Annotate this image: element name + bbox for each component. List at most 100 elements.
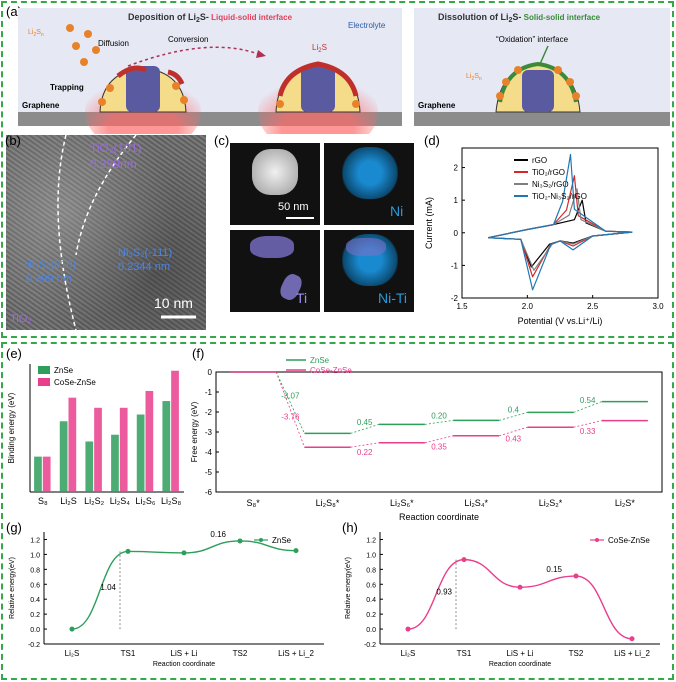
f-category-label: Li₂S*	[615, 498, 636, 508]
f-connector	[424, 435, 454, 444]
e-ylabel: Binding energy (eV)	[7, 392, 16, 463]
b-ni3s2-111: Ni₃S₂(-111)	[118, 247, 173, 259]
cv-xlabel: Potential (V vs.Li⁺/Li)	[518, 316, 603, 326]
g-chart: 1.2 1.0 0.8 0.6 0.4 0.2 0.0 -0.2 Relative energy…	[9, 530, 324, 668]
a-li2sn-right: Li2Sn	[466, 73, 482, 82]
cv-ytick-label: 2	[454, 164, 459, 173]
cv-legend-label: Ni₃S₂/rGO	[532, 180, 569, 189]
f-connector	[573, 401, 602, 413]
panel-a-label: (a)	[6, 4, 22, 19]
f-connector	[499, 426, 528, 437]
path-point	[293, 548, 299, 554]
path-ytick-label: 1.2	[30, 537, 40, 544]
cv-ytick-label: -1	[451, 261, 459, 270]
path-point	[405, 626, 411, 632]
c-niti-tile: Ni-Ti	[324, 230, 414, 312]
f-xlabel: Reaction coordinate	[399, 512, 479, 522]
a-electrolyte: Electrolyte	[348, 21, 386, 30]
panel-g-label: (g)	[6, 520, 22, 535]
bottom-panel-frame	[1, 342, 674, 680]
cv-legend-label: TiO₂-Ni₃S₂/rGO	[532, 192, 587, 201]
f-step-label: 0.54	[580, 396, 596, 405]
b-tio2-small: TiO₂	[10, 313, 32, 325]
f-connector	[424, 420, 454, 425]
path-ytick-label: -0.2	[28, 642, 40, 649]
cv-xtick-label: 1.5	[456, 302, 468, 311]
path-legend-label: ZnSe	[272, 536, 292, 545]
f-ytick-label: 0	[208, 368, 213, 377]
f-connector	[350, 442, 379, 448]
path-ytick-label: 1.0	[366, 552, 376, 559]
cv-ytick-label: 1	[454, 196, 459, 205]
f-category-label: Li₂S₂*	[539, 498, 563, 508]
path-xlabel: Reaction coordinate	[153, 661, 215, 668]
e-bar	[59, 421, 68, 492]
path-legend-marker	[595, 538, 599, 542]
path-ytick-label: 0.4	[30, 597, 40, 604]
f-ytick-label: -3	[205, 428, 213, 437]
f-step-label: 0.20	[431, 411, 447, 420]
f-legend-label: CoSe-ZnSe	[310, 366, 352, 375]
path-ytick-label: 0.6	[366, 582, 376, 589]
f-connector	[499, 412, 528, 421]
a-graphene-right: Graphene	[418, 101, 456, 110]
f-category-label: Li₂S₈*	[316, 498, 340, 508]
f-ytick-label: -1	[205, 388, 213, 397]
panel-b-label: (b)	[5, 133, 21, 148]
f-connector	[573, 420, 602, 428]
b-tio2-label: TiO₂(101)	[90, 141, 142, 155]
a-left-title: Deposition of Li2S- Liquid-solid interfa…	[128, 12, 293, 24]
path-category-label: LiS + Li_2	[278, 649, 314, 658]
cv-xtick-label: 2.5	[587, 302, 599, 311]
binding-chart: Binding energy (eV) S₈ Li₂S Li₂S₂ Li₂S₄ Li₂S₆…	[7, 364, 184, 506]
path-ylabel: Relative energy(eV)	[9, 557, 16, 619]
cv-ytick-label: 0	[454, 229, 459, 238]
a-graphene-left: Graphene	[22, 101, 60, 110]
e-bar	[85, 441, 94, 492]
f-category-label: Li₂S₄*	[464, 498, 488, 508]
a-li2s: Li2S	[312, 43, 327, 54]
c-scale: 50 nm	[278, 201, 309, 213]
f-connector	[275, 371, 305, 448]
path-xlabel: Reaction coordinate	[489, 661, 551, 668]
f-connector	[275, 371, 305, 434]
e-bar	[119, 407, 128, 492]
e-legend-swatch	[38, 366, 50, 374]
path-ytick-label: 0.6	[30, 582, 40, 589]
e-category-label: Li₂S₄	[110, 496, 131, 506]
e-legend-label: CoSe-ZnSe	[54, 378, 96, 387]
cv-ytick-label: -2	[451, 294, 459, 303]
panel-h-label: (h)	[342, 520, 358, 535]
f-ytick-label: -4	[205, 448, 213, 457]
panel-c-label: (c)	[214, 133, 230, 148]
e-category-label: Li₂S	[60, 496, 77, 506]
cv-legend-label: TiO₂/rGO	[532, 168, 565, 177]
e-bar	[111, 434, 119, 492]
e-legend-swatch	[38, 378, 50, 386]
a-oxidation: “Oxidation” interface	[496, 35, 569, 44]
path-category-label: LiS + Li_2	[614, 649, 650, 658]
path-category-label: Li₂S	[65, 649, 80, 658]
path-category-label: Li₂S	[401, 649, 416, 658]
cv-series-line	[487, 175, 633, 278]
a-conversion: Conversion	[168, 35, 208, 44]
a-diffusion: Diffusion	[98, 39, 129, 48]
h-chart: 1.2 1.0 0.8 0.6 0.4 0.2 0.0 -0.2 Relative energy…	[345, 532, 660, 668]
panel-d-label: (d)	[424, 133, 440, 148]
path-point	[181, 550, 187, 556]
b-ni3s2-010-d: 0.399 nm	[26, 273, 72, 285]
f-step-label: 0.35	[431, 442, 447, 451]
cv-ylabel: Current (mA)	[424, 197, 434, 249]
e-bar	[136, 414, 145, 492]
f-step-label: 0.33	[580, 427, 596, 436]
path-curve	[407, 558, 633, 640]
f-step-label: 0.4	[508, 405, 520, 414]
c-ni-tile: Ni	[324, 143, 414, 225]
f-ytick-label: -6	[205, 488, 213, 497]
path-legend-label: CoSe-ZnSe	[608, 536, 650, 545]
c-ni: Ni	[390, 203, 404, 219]
path-ylabel: Relative energy(eV)	[345, 557, 352, 619]
path-barrier-label: 0.93	[436, 587, 452, 596]
b-ni3s2-010: Ni₃S₂(010)	[24, 259, 77, 271]
path-point	[573, 573, 579, 579]
